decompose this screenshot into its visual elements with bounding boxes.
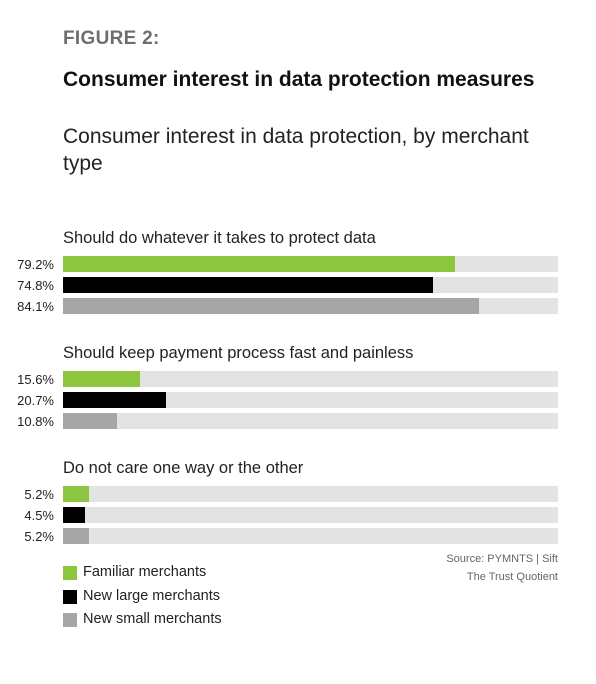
data-label: 20.7% <box>17 393 54 408</box>
bar <box>63 507 86 523</box>
data-label: 10.8% <box>17 414 54 429</box>
bar-track <box>63 486 558 502</box>
legend-swatch <box>63 566 77 580</box>
source-line-2: The Trust Quotient <box>466 571 558 583</box>
legend-swatch <box>63 613 77 627</box>
legend-label: New large merchants <box>83 587 220 604</box>
legend-label: New small merchants <box>83 611 222 627</box>
bar-track <box>63 277 558 293</box>
bar-track <box>63 392 558 408</box>
bar <box>63 392 166 408</box>
group-title-1: Should do whatever it takes to protect d… <box>63 229 376 247</box>
bar-track <box>63 528 558 544</box>
data-label: 15.6% <box>17 372 54 387</box>
bar-track <box>63 256 558 272</box>
figure-label: FIGURE 2: <box>63 28 160 49</box>
bar-track <box>63 507 558 523</box>
bar-track <box>63 298 558 314</box>
chart-title: Consumer interest in data protection mea… <box>63 68 535 91</box>
bar-track <box>63 413 558 429</box>
legend-swatch <box>63 589 77 604</box>
bar <box>63 528 89 544</box>
legend-label: Familiar merchants <box>83 564 207 580</box>
data-label: 5.2% <box>24 529 54 544</box>
source-line-1: Source: PYMNTS | Sift <box>446 553 558 565</box>
bar <box>63 277 434 293</box>
bar <box>63 413 117 429</box>
data-label: 4.5% <box>24 508 54 523</box>
group-title-2: Should keep payment process fast and pai… <box>63 344 414 362</box>
bar <box>63 371 141 387</box>
data-label: 5.2% <box>24 487 54 502</box>
bar-track <box>63 371 558 387</box>
bar <box>63 298 480 314</box>
chart-subtitle: Consumer interest in data protection, by… <box>63 125 529 175</box>
bar <box>63 256 455 272</box>
data-label: 79.2% <box>17 257 54 272</box>
data-label: 84.1% <box>17 299 54 314</box>
group-title-3: Do not care one way or the other <box>63 459 304 477</box>
data-label: 74.8% <box>17 278 54 293</box>
bar <box>63 486 89 502</box>
